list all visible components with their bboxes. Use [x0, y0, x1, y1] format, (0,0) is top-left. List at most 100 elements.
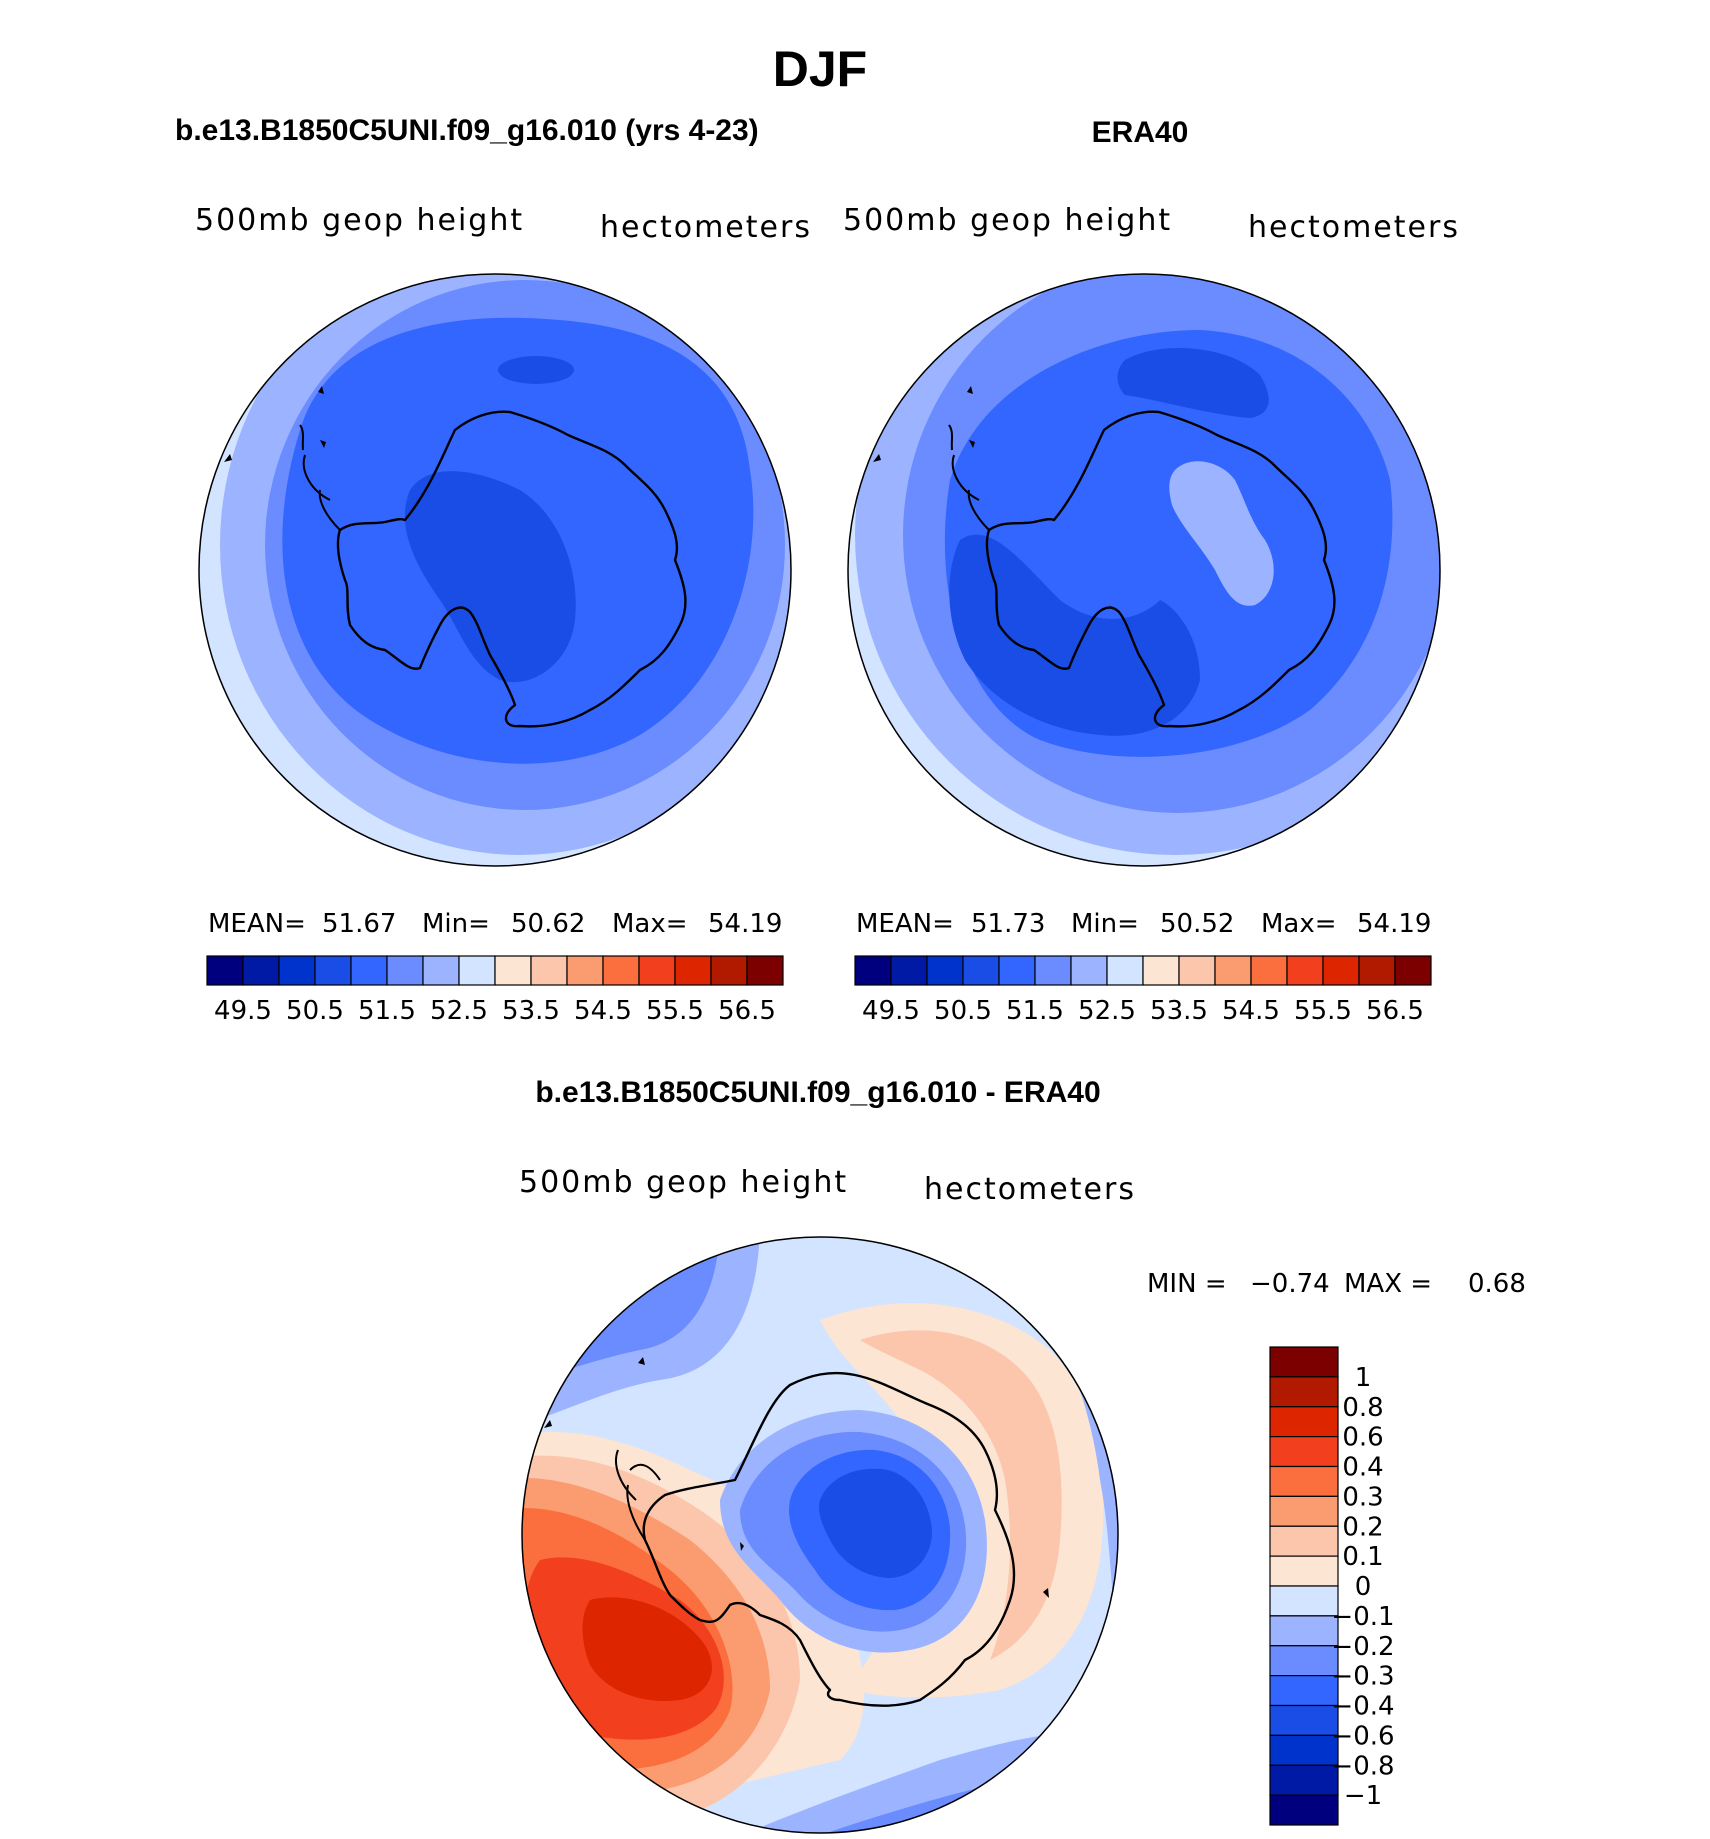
obs-colorbar-box [1322, 955, 1360, 986]
obs-mean-label: MEAN= [856, 909, 954, 939]
diff-max-label: MAX = [1344, 1269, 1432, 1299]
obs-colorbar-box [1034, 955, 1072, 986]
panel-model-left-label: 500mb geop height [195, 203, 524, 238]
diff-colorbar-box [1269, 1465, 1339, 1497]
model-min-value: 50.62 [511, 909, 585, 939]
model-colorbar-box [458, 955, 496, 986]
model-colorbar-box [746, 955, 784, 986]
diff-colorbar-box [1269, 1585, 1339, 1617]
obs-mean-value: 51.73 [971, 909, 1045, 939]
diff-colorbar-tick-label: −0.4 [1331, 1692, 1394, 1722]
panel-model-right-label: hectometers [600, 210, 812, 245]
panel-obs-border [847, 273, 1441, 867]
model-colorbar-tick-label: 49.5 [214, 996, 272, 1026]
panel-obs-right-label: hectometers [1248, 210, 1460, 245]
diff-colorbar-box [1269, 1555, 1339, 1587]
panel-model-title: b.e13.B1850C5UNI.f09_g16.010 (yrs 4-23) [175, 114, 759, 147]
obs-colorbar-box [962, 955, 1000, 986]
model-colorbar-tick-label: 56.5 [718, 996, 776, 1026]
model-colorbar-box [530, 955, 568, 986]
diff-colorbar-box [1269, 1645, 1339, 1677]
obs-colorbar-box [1142, 955, 1180, 986]
model-colorbar-box [206, 955, 244, 986]
obs-colorbar-tick-label: 52.5 [1078, 996, 1136, 1026]
diff-colorbar-tick-label: 1 [1355, 1363, 1372, 1393]
model-colorbar-box [638, 955, 676, 986]
diff-colorbar-box [1269, 1615, 1339, 1647]
panel-model-colorbar-ticks: 49.5 50.5 51.5 52.5 53.5 54.5 55.5 56.5 [214, 996, 776, 1026]
model-colorbar-box [494, 955, 532, 986]
obs-min-label: Min= [1071, 909, 1139, 939]
panel-diff-coastline [642, 1371, 1016, 1707]
model-colorbar-box [674, 955, 712, 986]
panel-diff-stats: MIN = −0.74 MAX = 0.68 [1147, 1269, 1526, 1299]
obs-colorbar-box [926, 955, 964, 986]
panel-obs: ERA40 500mb geop height hectometers [843, 116, 1460, 867]
obs-colorbar-box [890, 955, 928, 986]
diff-colorbar-box [1269, 1525, 1339, 1557]
diff-colorbar-tick-label: −0.3 [1331, 1662, 1394, 1692]
model-colorbar-tick-label: 50.5 [286, 996, 344, 1026]
diff-colorbar-box [1269, 1495, 1339, 1527]
diff-colorbar-tick-label: −0.6 [1331, 1721, 1394, 1751]
panel-diff-map [522, 1237, 1118, 1833]
panel-diff-colorbar [1269, 1346, 1339, 1826]
diff-colorbar-box [1269, 1406, 1339, 1438]
panel-diff: b.e13.B1850C5UNI.f09_g16.010 - ERA40 500… [519, 1076, 1136, 1834]
model-colorbar-tick-label: 53.5 [502, 996, 560, 1026]
figure-title: DJF [773, 41, 867, 97]
diff-colorbar-box [1269, 1376, 1339, 1408]
diff-colorbar-box [1269, 1704, 1339, 1736]
panel-obs-coastline [985, 410, 1336, 728]
obs-colorbar-tick-label: 55.5 [1294, 996, 1352, 1026]
obs-colorbar-tick-label: 50.5 [934, 996, 992, 1026]
diff-colorbar-tick-label: −0.8 [1331, 1751, 1394, 1781]
diff-colorbar-tick-label: 0 [1355, 1572, 1372, 1602]
obs-colorbar-tick-label: 54.5 [1222, 996, 1280, 1026]
obs-colorbar-tick-label: 49.5 [862, 996, 920, 1026]
panel-diff-left-label: 500mb geop height [519, 1165, 848, 1200]
obs-colorbar-box [1070, 955, 1108, 986]
diff-colorbar-tick-label: 0.4 [1342, 1453, 1383, 1483]
panel-model-coastline [336, 410, 687, 728]
obs-colorbar-tick-label: 56.5 [1366, 996, 1424, 1026]
panel-model-stats: MEAN= 51.67 Min= 50.62 Max= 54.19 [208, 909, 782, 939]
diff-colorbar-tick-label: 0.6 [1342, 1423, 1383, 1453]
obs-max-label: Max= [1261, 909, 1337, 939]
model-colorbar-tick-label: 52.5 [430, 996, 488, 1026]
panel-model-border [198, 273, 792, 867]
diff-colorbar-box [1269, 1764, 1339, 1796]
model-colorbar-tick-label: 51.5 [358, 996, 416, 1026]
diff-colorbar-box [1269, 1794, 1339, 1826]
panel-obs-left-label: 500mb geop height [843, 203, 1172, 238]
panel-diff-right-label: hectometers [924, 1172, 1136, 1207]
model-colorbar-tick-label: 55.5 [646, 996, 704, 1026]
model-colorbar-box [278, 955, 316, 986]
panel-diff-colorbar-ticks: 10.80.60.40.30.20.10−0.1−0.2−0.3−0.4−0.6… [1331, 1363, 1394, 1811]
diff-colorbar-box [1269, 1436, 1339, 1468]
model-colorbar-box [566, 955, 604, 986]
diff-colorbar-tick-label: 0.3 [1342, 1482, 1383, 1512]
model-colorbar-tick-label: 54.5 [574, 996, 632, 1026]
diff-max-value: 0.68 [1468, 1269, 1526, 1299]
obs-colorbar-box [1250, 955, 1288, 986]
diff-min-label: MIN = [1147, 1269, 1227, 1299]
model-mean-value: 51.67 [322, 909, 396, 939]
panel-diff-border [521, 1236, 1119, 1834]
panel-obs-stats: MEAN= 51.73 Min= 50.52 Max= 54.19 [856, 909, 1431, 939]
obs-colorbar-box [1394, 955, 1432, 986]
obs-colorbar-tick-label: 53.5 [1150, 996, 1208, 1026]
obs-min-value: 50.52 [1160, 909, 1234, 939]
panel-diff-title: b.e13.B1850C5UNI.f09_g16.010 - ERA40 [535, 1076, 1100, 1109]
obs-colorbar-box [1214, 955, 1252, 986]
model-colorbar-box [350, 955, 388, 986]
obs-colorbar-tick-label: 51.5 [1006, 996, 1064, 1026]
diff-min-value: −0.74 [1250, 1269, 1330, 1299]
model-max-label: Max= [612, 909, 688, 939]
panel-obs-colorbar-ticks: 49.5 50.5 51.5 52.5 53.5 54.5 55.5 56.5 [862, 996, 1424, 1026]
panel-obs-colorbar [854, 955, 1432, 986]
model-colorbar-box [602, 955, 640, 986]
model-colorbar-box [242, 955, 280, 986]
model-colorbar-box [314, 955, 352, 986]
